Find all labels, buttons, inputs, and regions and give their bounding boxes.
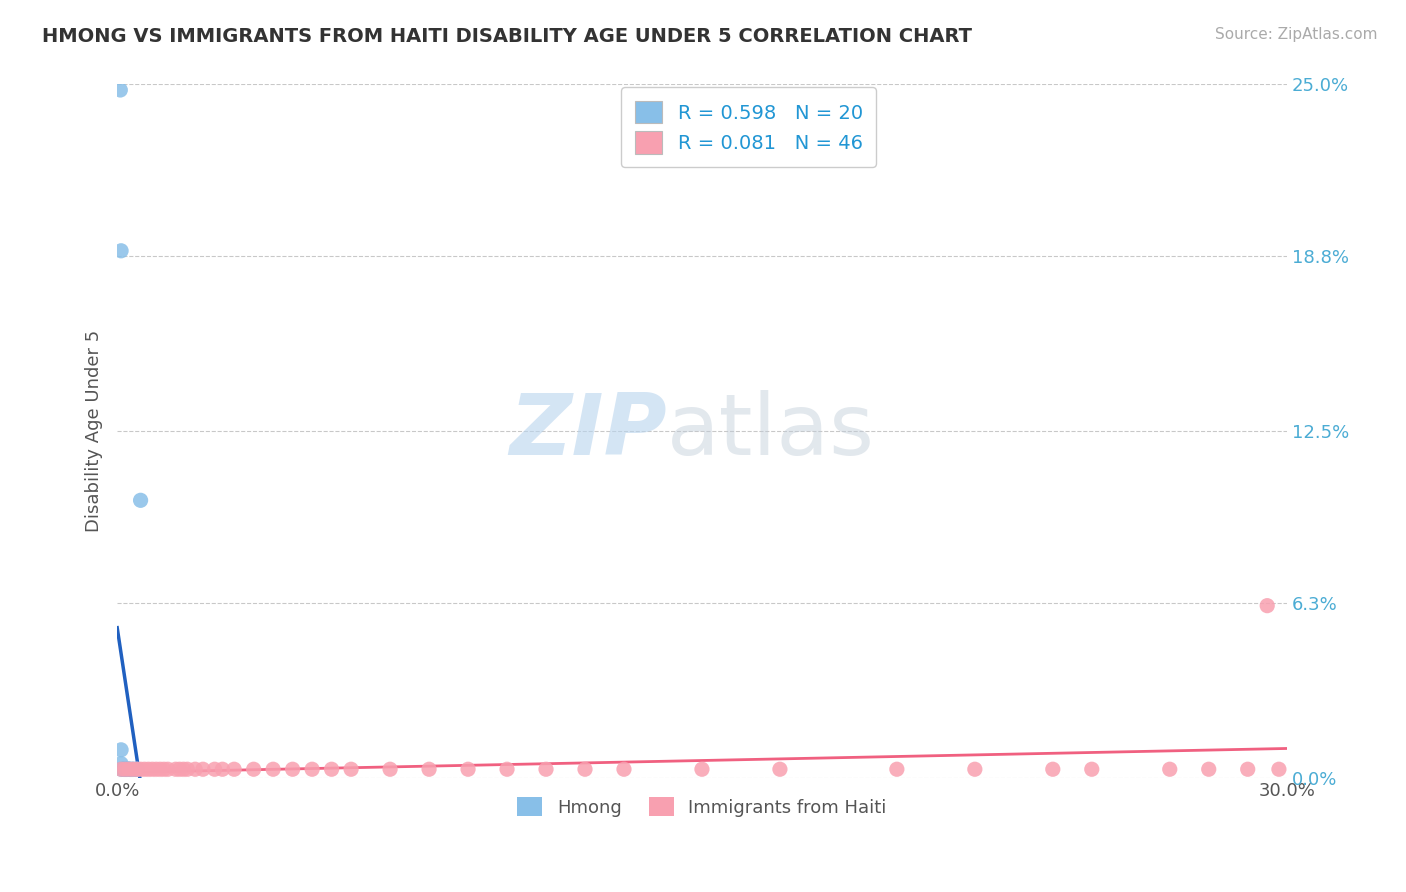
Point (1268, 762, 1291, 776)
Point (534, 762, 557, 776)
Point (114, 762, 136, 776)
Point (114, 762, 136, 776)
Text: atlas: atlas (666, 390, 875, 473)
Point (496, 762, 519, 776)
Point (118, 762, 141, 776)
Point (1198, 762, 1220, 776)
Point (118, 762, 141, 776)
Point (262, 762, 284, 776)
Point (211, 762, 233, 776)
Point (134, 762, 156, 776)
Point (769, 762, 792, 776)
Point (149, 762, 172, 776)
Point (340, 762, 363, 776)
Point (281, 762, 304, 776)
Point (121, 762, 143, 776)
Point (172, 762, 194, 776)
Point (141, 762, 163, 776)
Point (574, 762, 596, 776)
Point (301, 762, 323, 776)
Text: ZIP: ZIP (509, 390, 666, 473)
Point (129, 762, 152, 776)
Point (121, 762, 143, 776)
Point (110, 762, 132, 776)
Point (963, 762, 986, 776)
Point (114, 762, 136, 776)
Point (613, 762, 636, 776)
Point (1081, 762, 1104, 776)
Point (125, 762, 148, 776)
Point (156, 762, 179, 776)
Point (118, 762, 141, 776)
Point (110, 743, 132, 757)
Point (321, 762, 343, 776)
Point (121, 762, 143, 776)
Point (184, 762, 207, 776)
Text: HMONG VS IMMIGRANTS FROM HAITI DISABILITY AGE UNDER 5 CORRELATION CHART: HMONG VS IMMIGRANTS FROM HAITI DISABILIT… (42, 27, 972, 45)
Point (204, 762, 226, 776)
Point (125, 762, 148, 776)
Point (112, 762, 135, 776)
Y-axis label: Disability Age Under 5: Disability Age Under 5 (86, 330, 103, 533)
Point (129, 493, 152, 508)
Point (145, 762, 167, 776)
Point (118, 762, 141, 776)
Point (110, 83, 132, 97)
Point (114, 762, 136, 776)
Point (110, 762, 132, 776)
Point (1236, 762, 1258, 776)
Point (1042, 762, 1064, 776)
Text: Source: ZipAtlas.com: Source: ZipAtlas.com (1215, 27, 1378, 42)
Point (153, 762, 176, 776)
Point (191, 762, 214, 776)
Legend: Hmong, Immigrants from Haiti: Hmong, Immigrants from Haiti (510, 790, 894, 824)
Point (176, 762, 198, 776)
Point (110, 756, 132, 771)
Point (690, 762, 713, 776)
Point (125, 762, 148, 776)
Point (378, 762, 401, 776)
Point (1256, 599, 1278, 613)
Point (242, 762, 264, 776)
Point (886, 762, 908, 776)
Point (1159, 762, 1181, 776)
Point (114, 762, 136, 776)
Point (138, 762, 160, 776)
Point (418, 762, 440, 776)
Point (224, 762, 246, 776)
Point (169, 762, 191, 776)
Point (112, 762, 135, 776)
Point (118, 762, 141, 776)
Point (457, 762, 479, 776)
Point (165, 762, 187, 776)
Point (110, 244, 132, 258)
